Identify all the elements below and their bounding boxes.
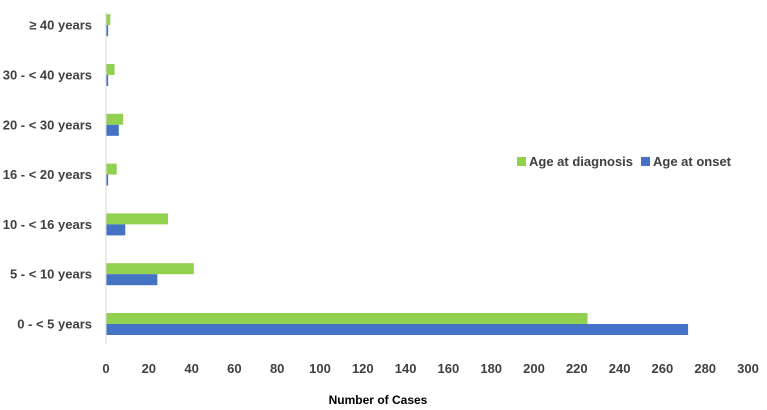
- x-tick-label: 140: [395, 361, 417, 376]
- category-label: 16 - < 20 years: [3, 167, 92, 182]
- x-tick-label: 40: [184, 361, 198, 376]
- x-tick-label: 220: [566, 361, 588, 376]
- bar-age-at-onset: [106, 224, 126, 236]
- bar-age-at-onset: [106, 25, 109, 37]
- x-axis-title: Number of Cases: [329, 393, 428, 407]
- bar-age-at-diagnosis: [106, 313, 588, 324]
- x-tick-label: 200: [523, 361, 545, 376]
- x-tick-label: 60: [227, 361, 241, 376]
- x-axis-ticks: 0 20 40 60 80 100 120 140 160 180 200 220 240 260 280 3…: [102, 361, 758, 376]
- legend: Age at diagnosis Age at onset: [517, 154, 732, 169]
- x-tick-label: 240: [609, 361, 631, 376]
- category-label: 5 - < 10 years: [10, 267, 92, 282]
- bars: [106, 14, 689, 335]
- x-tick-label: 180: [480, 361, 502, 376]
- category-label: 20 - < 30 years: [3, 117, 92, 132]
- x-tick-label: 280: [694, 361, 716, 376]
- x-tick-label: 80: [270, 361, 284, 376]
- legend-label-age-at-diagnosis: Age at diagnosis: [529, 154, 633, 169]
- legend-swatch-age-at-onset: [641, 157, 650, 166]
- bar-age-at-diagnosis: [106, 113, 124, 125]
- x-tick-label: 120: [352, 361, 374, 376]
- bar-age-at-diagnosis: [106, 64, 115, 75]
- bar-age-at-onset: [106, 75, 109, 86]
- bar-age-at-diagnosis: [106, 263, 194, 275]
- legend-label-age-at-onset: Age at onset: [653, 154, 732, 169]
- x-tick-label: 0: [102, 361, 109, 376]
- bar-age-at-diagnosis: [106, 213, 169, 225]
- x-tick-label: 160: [438, 361, 460, 376]
- bar-age-at-onset: [106, 324, 689, 335]
- x-tick-label: 20: [142, 361, 156, 376]
- x-tick-label: 100: [309, 361, 331, 376]
- bar-age-at-onset: [106, 174, 109, 186]
- bar-age-at-diagnosis: [106, 163, 117, 175]
- category-label: ≥ 40 years: [29, 18, 92, 33]
- bar-age-at-onset: [106, 274, 158, 286]
- x-tick-label: 300: [737, 361, 759, 376]
- y-axis-labels: 0 - < 5 years 5 - < 10 years 10 - < 16 yea…: [3, 18, 92, 332]
- bar-age-at-onset: [106, 124, 119, 136]
- category-label: 30 - < 40 years: [3, 68, 92, 83]
- category-label: 0 - < 5 years: [17, 317, 92, 332]
- x-tick-label: 260: [652, 361, 674, 376]
- legend-swatch-age-at-diagnosis: [517, 157, 526, 166]
- category-label: 10 - < 16 years: [3, 217, 92, 232]
- bar-age-at-diagnosis: [106, 14, 111, 26]
